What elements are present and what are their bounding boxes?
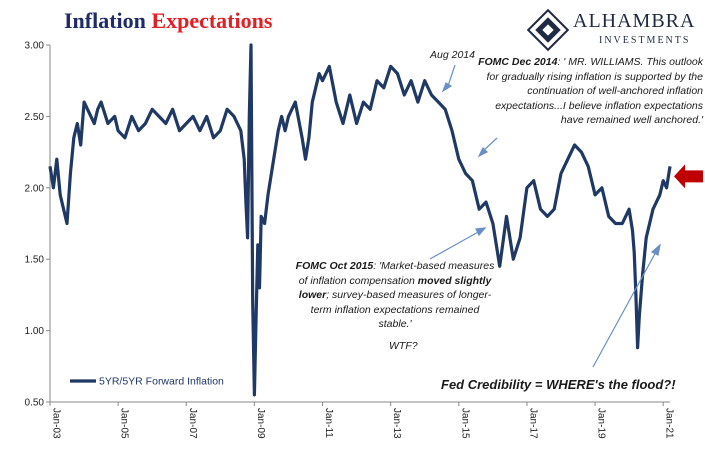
x-tick-label: Jan-19 (596, 408, 607, 439)
current-level-arrow-icon (674, 164, 703, 189)
arrowhead-fomc-oct (475, 227, 487, 237)
fomc-dec-head: FOMC Dec 2014 (478, 56, 558, 68)
diamond-logo-icon (527, 8, 569, 52)
arrowhead-fed (650, 243, 661, 256)
arrowhead-aug2014 (441, 82, 453, 93)
y-tick-label: 3.00 (25, 41, 45, 52)
arrowhead-fomc-dec (477, 146, 489, 158)
y-tick-label: 0.50 (25, 398, 45, 409)
x-tick-label: Jan-03 (51, 408, 62, 439)
fomc-oct-text2: ; survey-based measures of longer-term i… (310, 289, 492, 330)
x-tick-label: Jan-17 (527, 408, 538, 439)
annotation-aug2014: Aug 2014 (430, 49, 475, 61)
x-tick-label: Jan-13 (391, 408, 402, 439)
arrow-fomc-oct (429, 230, 481, 260)
annotation-wtf: WTF? (389, 340, 418, 352)
chart-title: Inflation Expectations (64, 8, 272, 34)
annotation-fomc-oct2015: FOMC Oct 2015: 'Market-based measures of… (295, 259, 495, 332)
fomc-dec-text: : ' MR. WILLIAMS. This outlook for gradu… (486, 56, 703, 126)
series-line-5yr5yr (48, 43, 672, 397)
x-tick-label: Jan-11 (323, 408, 334, 438)
fomc-oct-bold: moved slightly lower (298, 274, 492, 302)
arrow-fed (592, 249, 658, 368)
fomc-oct-text1: : 'Market-based measures of inflation co… (298, 260, 495, 287)
y-ticks: 0.50 1.00 1.50 2.00 2.50 3.00 (25, 41, 50, 409)
x-tick-label: Jan-09 (255, 408, 266, 439)
x-ticks: Jan-03 Jan-05 Jan-07 Jan-09 Jan-11 Jan-13 Jan-… (49, 402, 675, 439)
alhambra-logo: ALHAMBRA INVESTMENTS (527, 6, 702, 56)
y-tick-label: 2.50 (25, 112, 45, 123)
logo-name: ALHAMBRA (573, 10, 696, 32)
y-tick-label: 1.50 (25, 255, 45, 266)
x-tick-label: Jan-05 (119, 408, 130, 439)
annotation-fed-credibility: Fed Credibility = WHERE's the flood?! (441, 377, 676, 392)
title-part2: Expectations (151, 8, 273, 33)
fomc-oct-head: FOMC Oct 2015 (295, 260, 374, 272)
y-tick-label: 2.00 (25, 183, 45, 194)
x-tick-label: Jan-07 (187, 408, 198, 439)
x-tick-label: Jan-21 (664, 408, 675, 439)
x-tick-label: Jan-15 (459, 408, 470, 439)
title-part1: Inflation (64, 8, 146, 33)
annotation-fomc-dec2014: FOMC Dec 2014: ' MR. WILLIAMS. This outl… (478, 55, 703, 128)
legend-label: 5YR/5YR Forward Inflation (99, 376, 224, 388)
logo-sub: INVESTMENTS (599, 35, 691, 46)
legend: 5YR/5YR Forward Inflation (70, 376, 224, 388)
annotation-arrows (429, 64, 661, 368)
y-tick-label: 1.00 (25, 326, 45, 337)
